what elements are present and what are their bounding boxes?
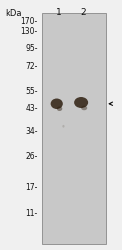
Text: 34-: 34- bbox=[25, 128, 38, 136]
Text: 170-: 170- bbox=[21, 17, 38, 26]
Text: 2: 2 bbox=[81, 8, 86, 17]
Bar bbox=[42, 12, 106, 244]
Text: 72-: 72- bbox=[25, 62, 38, 71]
Text: kDa: kDa bbox=[5, 10, 21, 18]
Ellipse shape bbox=[62, 125, 65, 128]
Text: 95-: 95- bbox=[25, 44, 38, 53]
Text: 43-: 43- bbox=[25, 104, 38, 113]
Text: 26-: 26- bbox=[25, 152, 38, 161]
Ellipse shape bbox=[81, 106, 87, 110]
Text: 11-: 11- bbox=[26, 209, 38, 218]
Ellipse shape bbox=[57, 106, 62, 111]
Ellipse shape bbox=[74, 97, 88, 108]
Ellipse shape bbox=[51, 98, 63, 109]
Text: 1: 1 bbox=[56, 8, 62, 17]
Text: 55-: 55- bbox=[25, 88, 38, 96]
Text: 130-: 130- bbox=[21, 28, 38, 36]
Text: 17-: 17- bbox=[25, 184, 38, 192]
